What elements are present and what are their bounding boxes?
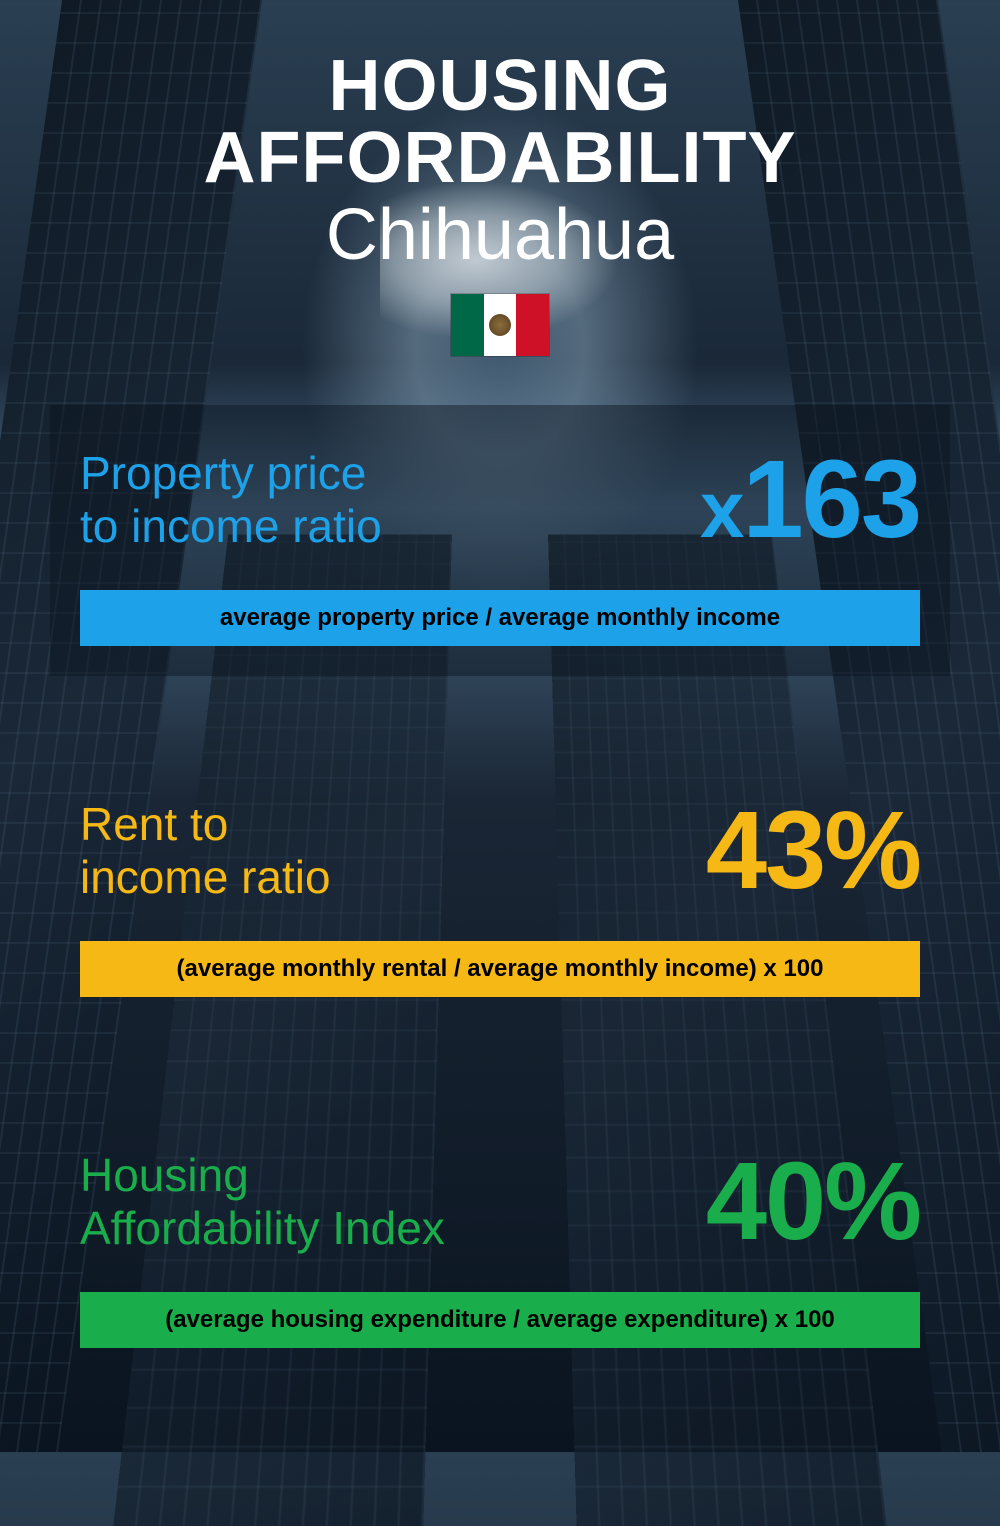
subtitle-location: Chihuahua (50, 196, 950, 275)
label-line-2: to income ratio (80, 500, 382, 552)
metric-value-rent-income: 43% (706, 796, 920, 906)
infographic-content: HOUSING AFFORDABILITY Chihuahua Property… (0, 0, 1000, 1452)
label-line-1: Rent to (80, 798, 228, 850)
label-line-2: income ratio (80, 851, 331, 903)
metric-label-property-price: Property price to income ratio (80, 447, 382, 553)
formula-bar-property-price: average property price / average monthly… (80, 590, 920, 646)
flag-stripe-green (451, 294, 484, 356)
label-line-1: Property price (80, 447, 366, 499)
metric-row: Rent to income ratio 43% (80, 796, 920, 906)
metric-label-rent-income: Rent to income ratio (80, 798, 331, 904)
formula-bar-affordability-index: (average housing expenditure / average e… (80, 1292, 920, 1348)
metric-value-property-price: x163 (700, 445, 920, 555)
metric-label-affordability-index: Housing Affordability Index (80, 1149, 445, 1255)
flag-stripe-white (484, 294, 517, 356)
metric-panel-rent-income: Rent to income ratio 43% (average monthl… (50, 756, 950, 1027)
value-prefix: x (700, 465, 743, 554)
mexico-flag-icon (450, 293, 550, 357)
metric-panel-property-price: Property price to income ratio x163 aver… (50, 405, 950, 676)
flag-stripe-red (516, 294, 549, 356)
metric-value-affordability-index: 40% (706, 1147, 920, 1257)
metric-row: Property price to income ratio x163 (80, 445, 920, 555)
metric-row: Housing Affordability Index 40% (80, 1147, 920, 1257)
label-line-2: Affordability Index (80, 1202, 445, 1254)
main-title: HOUSING AFFORDABILITY (50, 50, 950, 194)
flag-emblem-icon (489, 314, 511, 336)
value-number: 163 (742, 438, 920, 561)
label-line-1: Housing (80, 1149, 249, 1201)
metric-panel-affordability-index: Housing Affordability Index 40% (average… (50, 1107, 950, 1378)
formula-bar-rent-income: (average monthly rental / average monthl… (80, 941, 920, 997)
